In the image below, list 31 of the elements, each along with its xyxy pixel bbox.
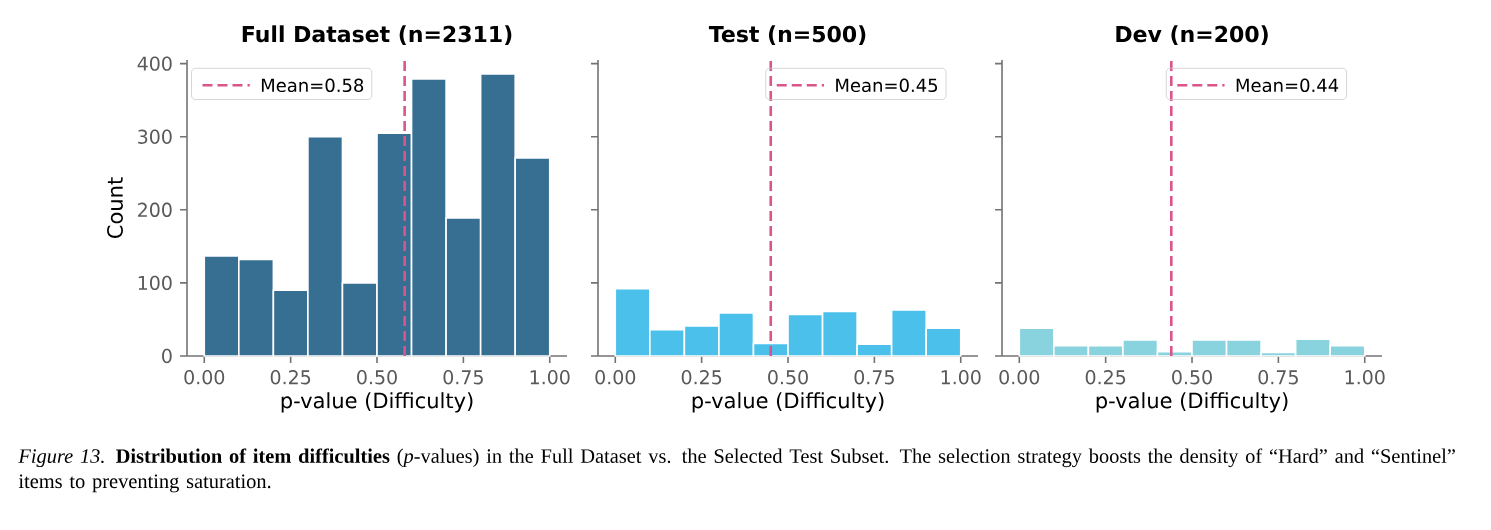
x-tick-label: 1.00	[530, 370, 570, 385]
y-tick-label: 100	[138, 275, 172, 291]
x-tick-label: 1.00	[941, 370, 981, 385]
ref-line-label: Mean=0.45	[836, 78, 938, 93]
x-tick-label: 0.00	[999, 370, 1040, 385]
x-tick-label: 0.75	[443, 370, 483, 385]
x-axis-title: p-value (Difficulty)	[1096, 392, 1288, 413]
x-tick-label: 0.75	[1258, 370, 1298, 385]
x-tick-label: 0.75	[854, 370, 894, 385]
y-tick-label: 0	[162, 348, 172, 364]
x-tick-label: 0.50	[357, 370, 397, 385]
x-tick-label: 0.25	[681, 370, 722, 385]
x-tick-label: 1.00	[1345, 370, 1385, 385]
chart-title: Dev (n=200)	[1116, 25, 1268, 45]
x-tick-label: 0.25	[1085, 370, 1126, 385]
chart-title: Test (n=500)	[708, 25, 866, 45]
x-tick-label: 0.50	[768, 370, 808, 385]
y-tick-label: 400	[137, 56, 172, 71]
x-tick-label: 0.00	[184, 370, 225, 385]
x-axis-title: p-value (Difficulty)	[692, 392, 884, 413]
y-tick-label: 200	[138, 202, 172, 218]
chart-title: Full Dataset (n=2311)	[242, 25, 512, 45]
y-axis-title: Count	[107, 177, 123, 238]
ref-line-label: Mean=0.44	[1236, 78, 1339, 93]
x-tick-label: 0.25	[270, 370, 311, 385]
x-tick-label: 0.00	[595, 370, 636, 385]
ref-line-label: Mean=0.58	[261, 78, 364, 93]
x-tick-label: 0.50	[1172, 370, 1212, 385]
x-axis-title: p-value (Difficulty)	[281, 392, 473, 413]
y-tick-label: 300	[138, 129, 172, 144]
text: Figure 13. Distribution of item difficulties (p-values) in the Full Dataset vs. the Selected Test Subset. The selection strategy boosts the density of “Hard” and “Sentinel” items to preventing saturation.	[18, 448, 1455, 493]
